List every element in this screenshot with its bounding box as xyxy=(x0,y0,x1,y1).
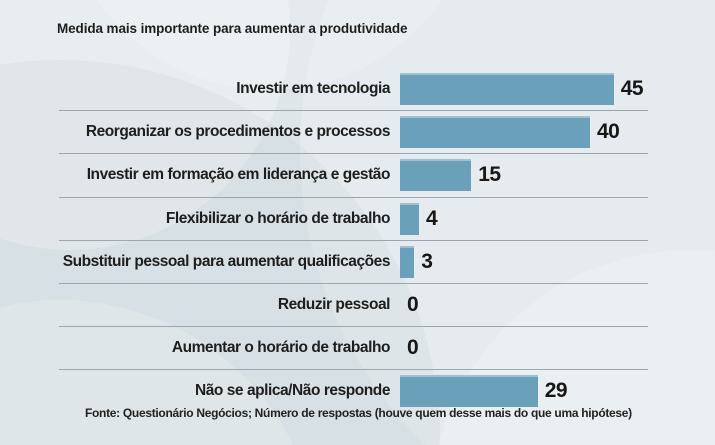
bar xyxy=(400,159,472,192)
bar-chart: Investir em tecnologia 45 Reorganizar os… xyxy=(59,68,648,413)
value-label: 45 xyxy=(620,77,644,101)
value-label: 40 xyxy=(597,120,620,144)
category-label: Reorganizar os procedimentos e processos xyxy=(85,123,391,141)
source-note: Fonte: Questionário Negócios; Número de … xyxy=(85,406,632,420)
value-label: 0 xyxy=(407,336,419,360)
chart-row: Reorganizar os procedimentos e processos… xyxy=(59,111,648,155)
value-label: 15 xyxy=(478,163,501,187)
bar xyxy=(400,202,419,235)
category-label: Não se aplica/Não responde xyxy=(194,382,390,400)
category-label: Aumentar o horário de trabalho xyxy=(171,339,391,357)
value-label: 3 xyxy=(421,249,433,273)
chart-row: Reduzir pessoal 0 xyxy=(59,284,648,328)
category-label: Flexibilizar o horário de trabalho xyxy=(165,209,391,227)
value-label: 0 xyxy=(407,293,419,317)
category-label: Substituir pessoal para aumentar qualifi… xyxy=(62,252,391,270)
chart-row: Substituir pessoal para aumentar qualifi… xyxy=(59,241,648,284)
value-label: 29 xyxy=(544,379,568,403)
bar xyxy=(400,116,590,149)
category-label: Reduzir pessoal xyxy=(277,296,391,314)
chart-row: Aumentar o horário de trabalho 0 xyxy=(59,327,648,371)
chart-row: Não se aplica/Não responde 29 xyxy=(59,370,648,412)
bar xyxy=(400,375,538,408)
category-label: Investir em tecnologia xyxy=(236,80,390,98)
value-label: 4 xyxy=(426,206,438,230)
chart-title: Medida mais importante para aumentar a p… xyxy=(57,21,408,36)
bar xyxy=(400,245,415,278)
chart-row: Investir em tecnologia 45 xyxy=(59,68,648,112)
category-label: Investir em formação em liderança e gest… xyxy=(86,166,391,184)
chart-row: Investir em formação em liderança e gest… xyxy=(59,154,648,198)
chart-row: Flexibilizar o horário de trabalho 4 xyxy=(59,198,648,241)
bar xyxy=(400,73,614,106)
